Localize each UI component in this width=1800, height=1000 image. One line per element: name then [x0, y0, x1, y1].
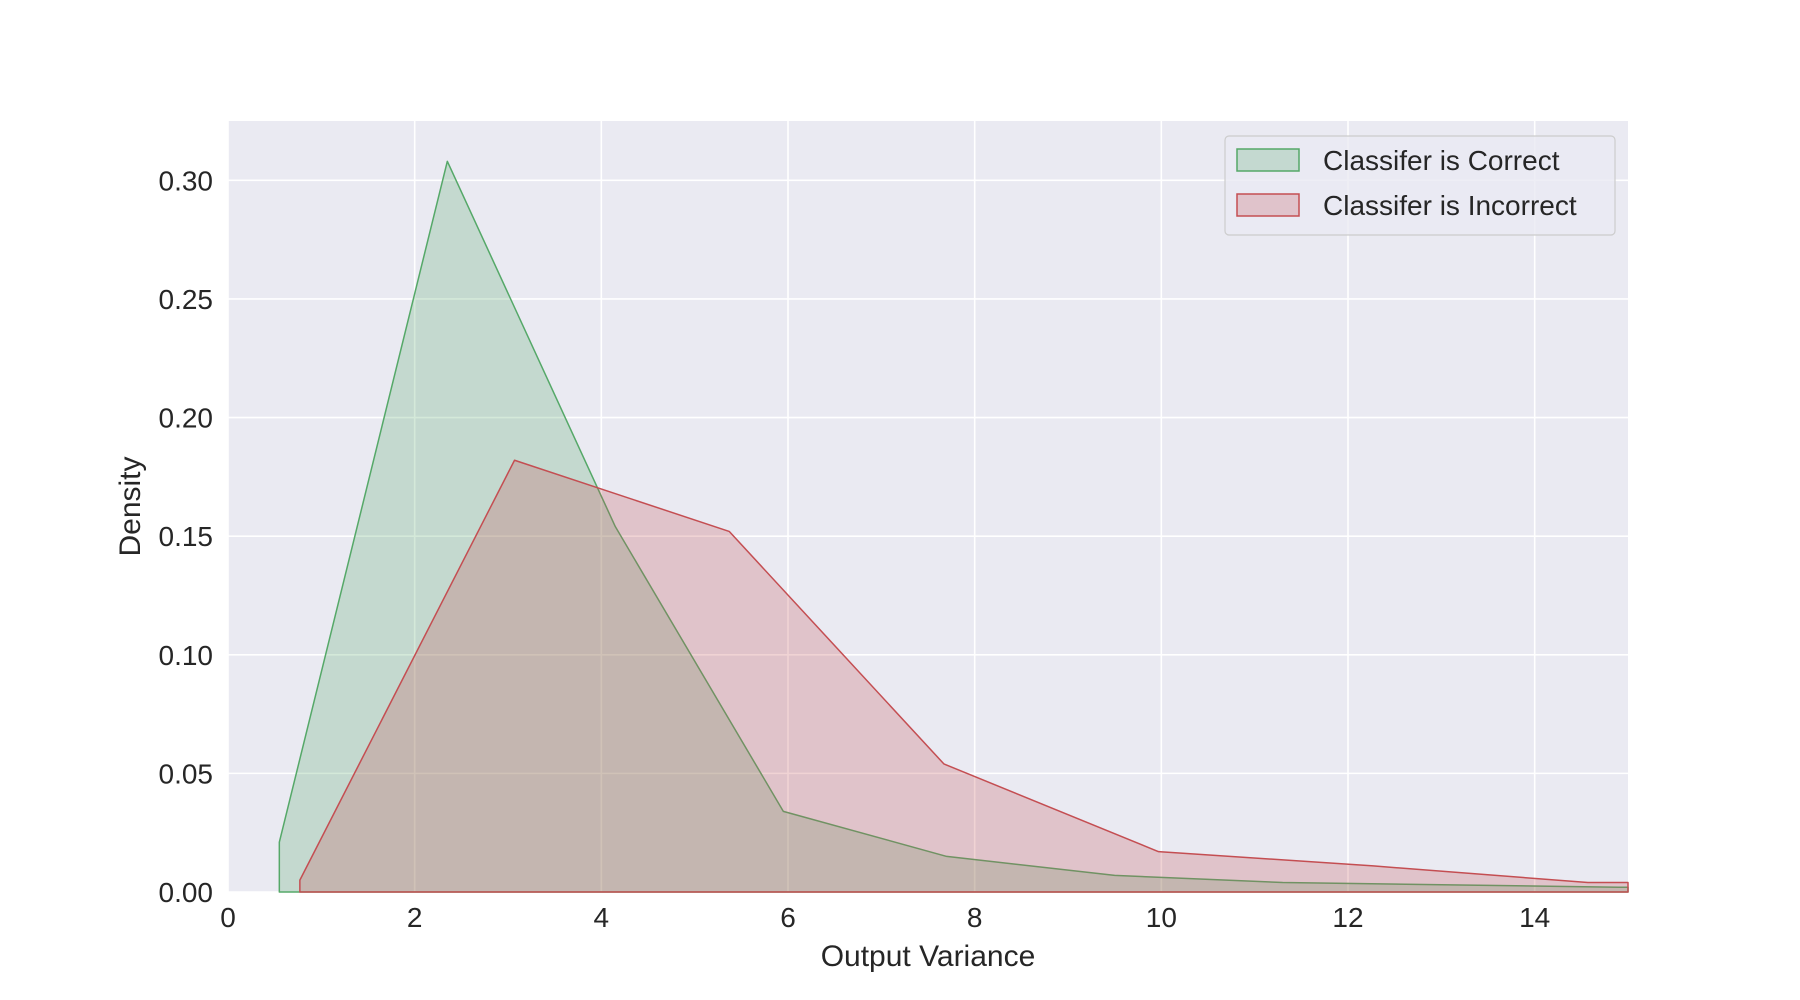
- x-tick-label: 8: [967, 902, 983, 933]
- plot-background: [228, 121, 1628, 892]
- x-axis-ticks: 0 2 4 6 8 10 12 14: [220, 902, 1550, 933]
- y-tick-label: 0.25: [159, 284, 214, 315]
- series-area-incorrect: [299, 459, 1629, 893]
- x-tick-label: 2: [407, 902, 423, 933]
- legend-swatch: [1236, 193, 1300, 217]
- x-tick-label: 14: [1519, 902, 1550, 933]
- legend-label: Classifer is Incorrect: [1323, 190, 1577, 221]
- y-axis-label: Density: [114, 456, 147, 556]
- x-tick-label: 12: [1332, 902, 1363, 933]
- legend: Classifer is Correct Classifer is Incorre…: [1224, 135, 1616, 236]
- x-axis-label: Output Variance: [821, 940, 1036, 973]
- y-tick-label: 0.05: [159, 758, 214, 789]
- x-tick-label: 10: [1146, 902, 1177, 933]
- y-tick-label: 0.10: [159, 640, 214, 671]
- y-axis-ticks: 0.00 0.05 0.10 0.15 0.20 0.25 0.30: [159, 165, 214, 908]
- x-tick-label: 6: [780, 902, 796, 933]
- legend-label: Classifer is Correct: [1323, 145, 1560, 176]
- legend-swatch: [1236, 148, 1300, 172]
- y-tick-label: 0.20: [159, 403, 214, 434]
- x-tick-label: 4: [594, 902, 610, 933]
- series-areas: [278, 160, 1629, 893]
- legend-box: [1224, 135, 1616, 236]
- y-tick-label: 0.30: [159, 165, 214, 196]
- y-tick-label: 0.00: [159, 877, 214, 908]
- x-tick-label: 0: [220, 902, 236, 933]
- y-tick-label: 0.15: [159, 521, 214, 552]
